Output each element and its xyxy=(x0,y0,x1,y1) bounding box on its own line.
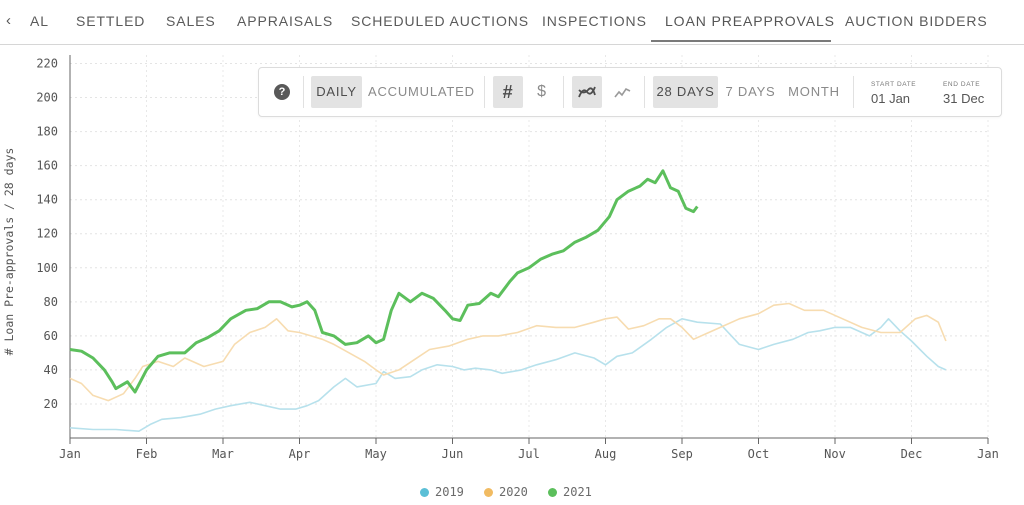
legend-item-2021[interactable]: 2021 xyxy=(548,485,592,499)
smooth-line-icon xyxy=(578,86,596,98)
raw-line-icon xyxy=(614,87,631,98)
x-tick-label: Jul xyxy=(518,447,540,461)
x-tick-label: Sep xyxy=(671,447,693,461)
toolbar-divider xyxy=(644,76,645,108)
x-tick-label: Jun xyxy=(442,447,464,461)
legend-swatch xyxy=(548,488,557,497)
legend-swatch xyxy=(420,488,429,497)
legend-label: 2020 xyxy=(499,485,528,499)
x-tick-label: Aug xyxy=(595,447,617,461)
chevron-left-icon[interactable]: ‹ xyxy=(6,12,11,29)
x-tick-label: Nov xyxy=(824,447,846,461)
tab-bar: ‹ AL SETTLED SALES APPRAISALS SCHEDULED … xyxy=(0,0,1024,45)
x-tick-label: Mar xyxy=(212,447,234,461)
end-date-value[interactable]: 31 Dec xyxy=(943,91,985,106)
x-tick-label: May xyxy=(365,447,387,461)
x-tick-label: Jan xyxy=(59,447,81,461)
currency-button[interactable]: $ xyxy=(537,83,547,100)
x-tick-label: Oct xyxy=(748,447,770,461)
toolbar-divider xyxy=(484,76,485,108)
smooth-line-button[interactable] xyxy=(572,76,602,108)
start-date-label: START DATE xyxy=(871,81,917,88)
tab-loan-preapprovals[interactable]: LOAN PREAPPROVALS xyxy=(665,13,835,29)
y-tick-label: 60 xyxy=(44,329,58,343)
y-tick-label: 100 xyxy=(36,261,58,275)
series-line-2019 xyxy=(69,318,947,432)
y-tick-label: 120 xyxy=(36,227,58,241)
x-tick-label: Feb xyxy=(136,447,158,461)
tab-auction-bidders[interactable]: AUCTION BIDDERS xyxy=(845,13,988,29)
tab-scheduled-auctions[interactable]: SCHEDULED AUCTIONS xyxy=(351,13,530,29)
start-date-value[interactable]: 01 Jan xyxy=(871,91,911,106)
y-tick-label: 160 xyxy=(36,159,58,173)
raw-line-button[interactable] xyxy=(607,76,637,108)
end-date-label: END DATE xyxy=(943,81,981,88)
chart-toolbar: ? DAILY ACCUMULATED # $ 28 DAYS 7 DAYS M… xyxy=(258,67,1002,117)
legend-label: 2019 xyxy=(435,485,464,499)
y-axis-label: # Loan Pre-approvals / 28 days xyxy=(2,148,16,356)
legend-label: 2021 xyxy=(563,485,592,499)
toolbar-divider xyxy=(853,76,854,108)
x-tick-label: Dec xyxy=(901,447,923,461)
y-tick-label: 20 xyxy=(44,397,58,411)
toolbar-divider xyxy=(563,76,564,108)
y-tick-label: 180 xyxy=(36,125,58,139)
x-tick-label: Apr xyxy=(289,447,311,461)
series-line-2020 xyxy=(69,302,947,402)
7-days-button[interactable]: 7 DAYS xyxy=(725,84,776,99)
daily-button[interactable]: DAILY xyxy=(311,76,362,108)
active-tab-indicator xyxy=(651,40,831,42)
y-tick-label: 80 xyxy=(44,295,58,309)
tab-settled[interactable]: SETTLED xyxy=(76,13,146,29)
count-button[interactable]: # xyxy=(493,76,523,108)
y-tick-label: 140 xyxy=(36,193,58,207)
y-tick-label: 220 xyxy=(36,57,58,71)
tab-appraisals[interactable]: APPRAISALS xyxy=(237,13,334,29)
y-tick-label: 200 xyxy=(36,91,58,105)
legend-item-2020[interactable]: 2020 xyxy=(484,485,528,499)
legend-swatch xyxy=(484,488,493,497)
y-tick-label: 40 xyxy=(44,363,58,377)
toolbar-divider xyxy=(303,76,304,108)
tab-al[interactable]: AL xyxy=(30,13,49,29)
question-circle-icon[interactable]: ? xyxy=(274,84,290,100)
series-line-2021 xyxy=(69,169,699,394)
accumulated-button[interactable]: ACCUMULATED xyxy=(368,84,475,99)
28-days-button[interactable]: 28 DAYS xyxy=(653,76,718,108)
tab-sales[interactable]: SALES xyxy=(166,13,216,29)
legend-item-2019[interactable]: 2019 xyxy=(420,485,464,499)
x-tick-label: Jan xyxy=(977,447,999,461)
tab-inspections[interactable]: INSPECTIONS xyxy=(542,13,647,29)
month-button[interactable]: MONTH xyxy=(788,84,840,99)
